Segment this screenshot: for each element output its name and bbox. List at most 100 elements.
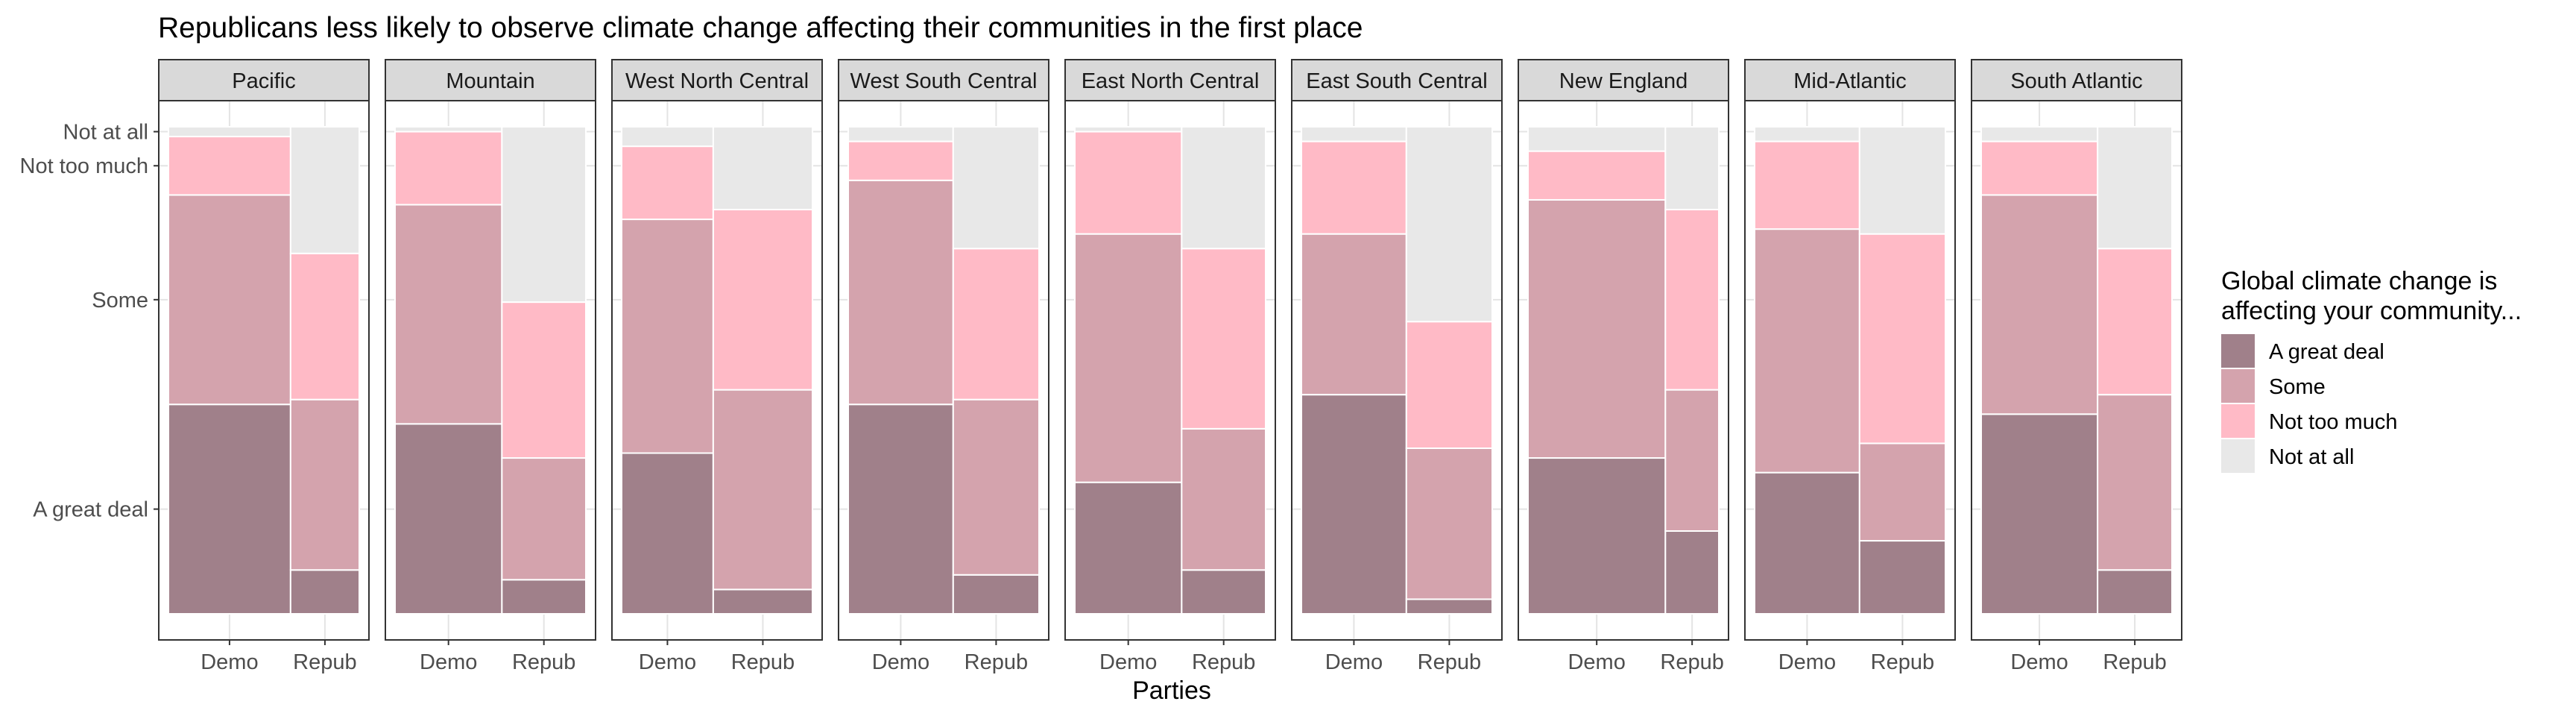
facet-strip	[1291, 59, 1503, 101]
facet-label: South Atlantic	[2010, 69, 2142, 93]
bar-segment	[2097, 569, 2173, 615]
bar-segment	[168, 194, 291, 406]
x-tick-label: Demo	[1778, 650, 1836, 674]
bar-segment	[1664, 389, 1720, 532]
x-tick-label: Demo	[1325, 650, 1383, 674]
bar-segment	[1858, 442, 1947, 542]
bar-segment	[712, 588, 813, 615]
legend-label: Not at all	[2269, 445, 2354, 469]
bar-segment	[952, 248, 1041, 401]
bar-segment	[501, 457, 587, 581]
facet-panel: East South Central Demo Repub	[1291, 59, 1503, 674]
bar-segment	[1181, 569, 1266, 615]
legend-swatch	[2221, 369, 2255, 403]
panel-border	[1744, 100, 1956, 641]
y-tick-label: A great deal	[33, 498, 148, 522]
bar-segment	[1980, 194, 2099, 415]
y-tick-label: Some	[92, 289, 148, 313]
bar-segment	[394, 126, 503, 133]
bar-segment	[847, 403, 954, 615]
x-tick-label: Repub	[293, 650, 356, 674]
x-tick-label: Demo	[872, 650, 929, 674]
panel-border	[1064, 100, 1276, 641]
bar-segment	[847, 140, 954, 181]
x-tick-label: Repub	[512, 650, 575, 674]
facet-label: East North Central	[1082, 69, 1260, 93]
bar-segment	[1301, 233, 1407, 396]
bar-segment	[952, 398, 1041, 576]
facet-label: Pacific	[232, 69, 295, 93]
facet-panel: West South Central Demo Repub	[838, 59, 1049, 674]
bar-segment	[712, 389, 813, 591]
bar-segment	[394, 204, 503, 425]
x-tick-label: Repub	[1871, 650, 1934, 674]
x-tick-label: Demo	[639, 650, 696, 674]
x-axis-title: Parties	[1132, 676, 1211, 705]
bar-segment	[621, 126, 714, 148]
x-tick-label: Demo	[1568, 650, 1625, 674]
x-tick-label: Repub	[1418, 650, 1481, 674]
bar-segment	[952, 574, 1041, 615]
bar-segment	[1980, 126, 2099, 142]
facet-panel: West North Central Demo Repub	[611, 59, 823, 674]
bar-segment	[289, 126, 360, 254]
x-tick-label: Repub	[2103, 650, 2166, 674]
bar-segment	[168, 126, 291, 138]
bar-segment	[501, 126, 587, 304]
panel-border	[158, 100, 370, 641]
facet-strip	[1744, 59, 1956, 101]
bar-segment	[501, 579, 587, 615]
bar-segment	[1858, 233, 1947, 445]
panel-border	[1971, 100, 2182, 641]
facet-strip	[611, 59, 823, 101]
facet-strip	[838, 59, 1049, 101]
bar-segment	[1980, 413, 2099, 615]
y-tick-label: Not too much	[20, 154, 148, 178]
bar-segment	[2097, 248, 2173, 396]
legend-label: A great deal	[2269, 340, 2384, 364]
bar-segment	[1754, 471, 1860, 615]
chart-title: Republicans less likely to observe clima…	[158, 12, 1363, 44]
panel-border	[838, 100, 1049, 641]
bar-segment	[394, 131, 503, 206]
x-tick-label: Demo	[1099, 650, 1157, 674]
bar-segment	[2097, 126, 2173, 250]
facet-label: New England	[1559, 69, 1688, 93]
facet-label: West North Central	[625, 69, 809, 93]
bar-segment	[1754, 228, 1860, 474]
bar-segment	[1405, 126, 1494, 323]
bar-segment	[394, 423, 503, 615]
facet-panel: Pacific Demo Repub	[158, 59, 370, 674]
bar-segment	[1301, 140, 1407, 235]
bar-segment	[1074, 126, 1183, 133]
facet-panel: Mountain Demo Repub	[385, 59, 596, 674]
facet-label: Mid-Atlantic	[1793, 69, 1907, 93]
bar-segment	[501, 301, 587, 459]
bar-segment	[1405, 598, 1494, 615]
bar-segment	[1405, 321, 1494, 449]
x-tick-label: Demo	[201, 650, 258, 674]
y-tick-label: Not at all	[63, 121, 148, 145]
facet-label: East South Central	[1306, 69, 1487, 93]
bar-segment	[1858, 540, 1947, 615]
legend-swatch	[2221, 439, 2255, 473]
facet-panel: South Atlantic Demo Repub	[1971, 59, 2182, 674]
x-tick-label: Repub	[1660, 650, 1723, 674]
bar-segment	[621, 145, 714, 221]
facet-label: West South Central	[850, 69, 1038, 93]
bar-segment	[621, 452, 714, 615]
legend: Global climate change is affecting your …	[2221, 267, 2522, 473]
bar-segment	[289, 398, 360, 571]
x-tick-label: Repub	[731, 650, 795, 674]
facet-panel: East North Central Demo Repub	[1064, 59, 1276, 674]
legend-title: affecting your community...	[2221, 297, 2522, 325]
x-tick-label: Repub	[965, 650, 1028, 674]
bar-segment	[289, 252, 360, 401]
panel-border	[1291, 100, 1503, 641]
bar-segment	[1754, 126, 1860, 142]
panel-border	[385, 100, 596, 641]
bar-segment	[847, 126, 954, 142]
facet-strip	[385, 59, 596, 101]
facet-panel: Mid-Atlantic Demo Repub	[1744, 59, 1956, 674]
bar-segment	[2097, 394, 2173, 571]
